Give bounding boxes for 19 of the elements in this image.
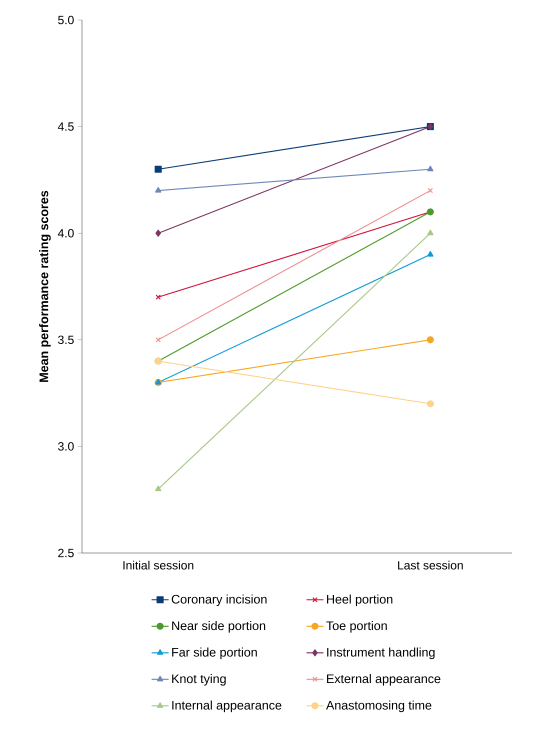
y-tick-label: 2.5	[58, 548, 74, 558]
legend-label: Knot tying	[172, 674, 226, 686]
y-tick-label: 3.5	[58, 336, 74, 344]
legend-label: Internal appearance	[172, 700, 282, 712]
legend-label: Heel portion	[327, 594, 392, 606]
y-tick-label: 3.0	[58, 442, 74, 451]
legend-label: Near side portion	[172, 621, 266, 633]
legend-label: Coronary incision	[172, 594, 267, 606]
x-tick-label: Last session	[398, 560, 463, 570]
y-tick-label: 4.5	[58, 122, 74, 131]
legend-label: External appearance	[327, 674, 440, 686]
x-tick-label: Initial session	[123, 560, 194, 570]
legend-label: Far side portion	[172, 648, 257, 660]
y-tick-label: 5.0	[58, 16, 74, 24]
y-tick-label: 4.0	[58, 228, 74, 238]
legend-label: Instrument handling	[327, 648, 435, 660]
legend-label: Anastomosing time	[326, 700, 432, 712]
legend-label: Toe portion	[326, 621, 387, 633]
y-axis-title: Mean performance rating scores	[39, 190, 51, 382]
